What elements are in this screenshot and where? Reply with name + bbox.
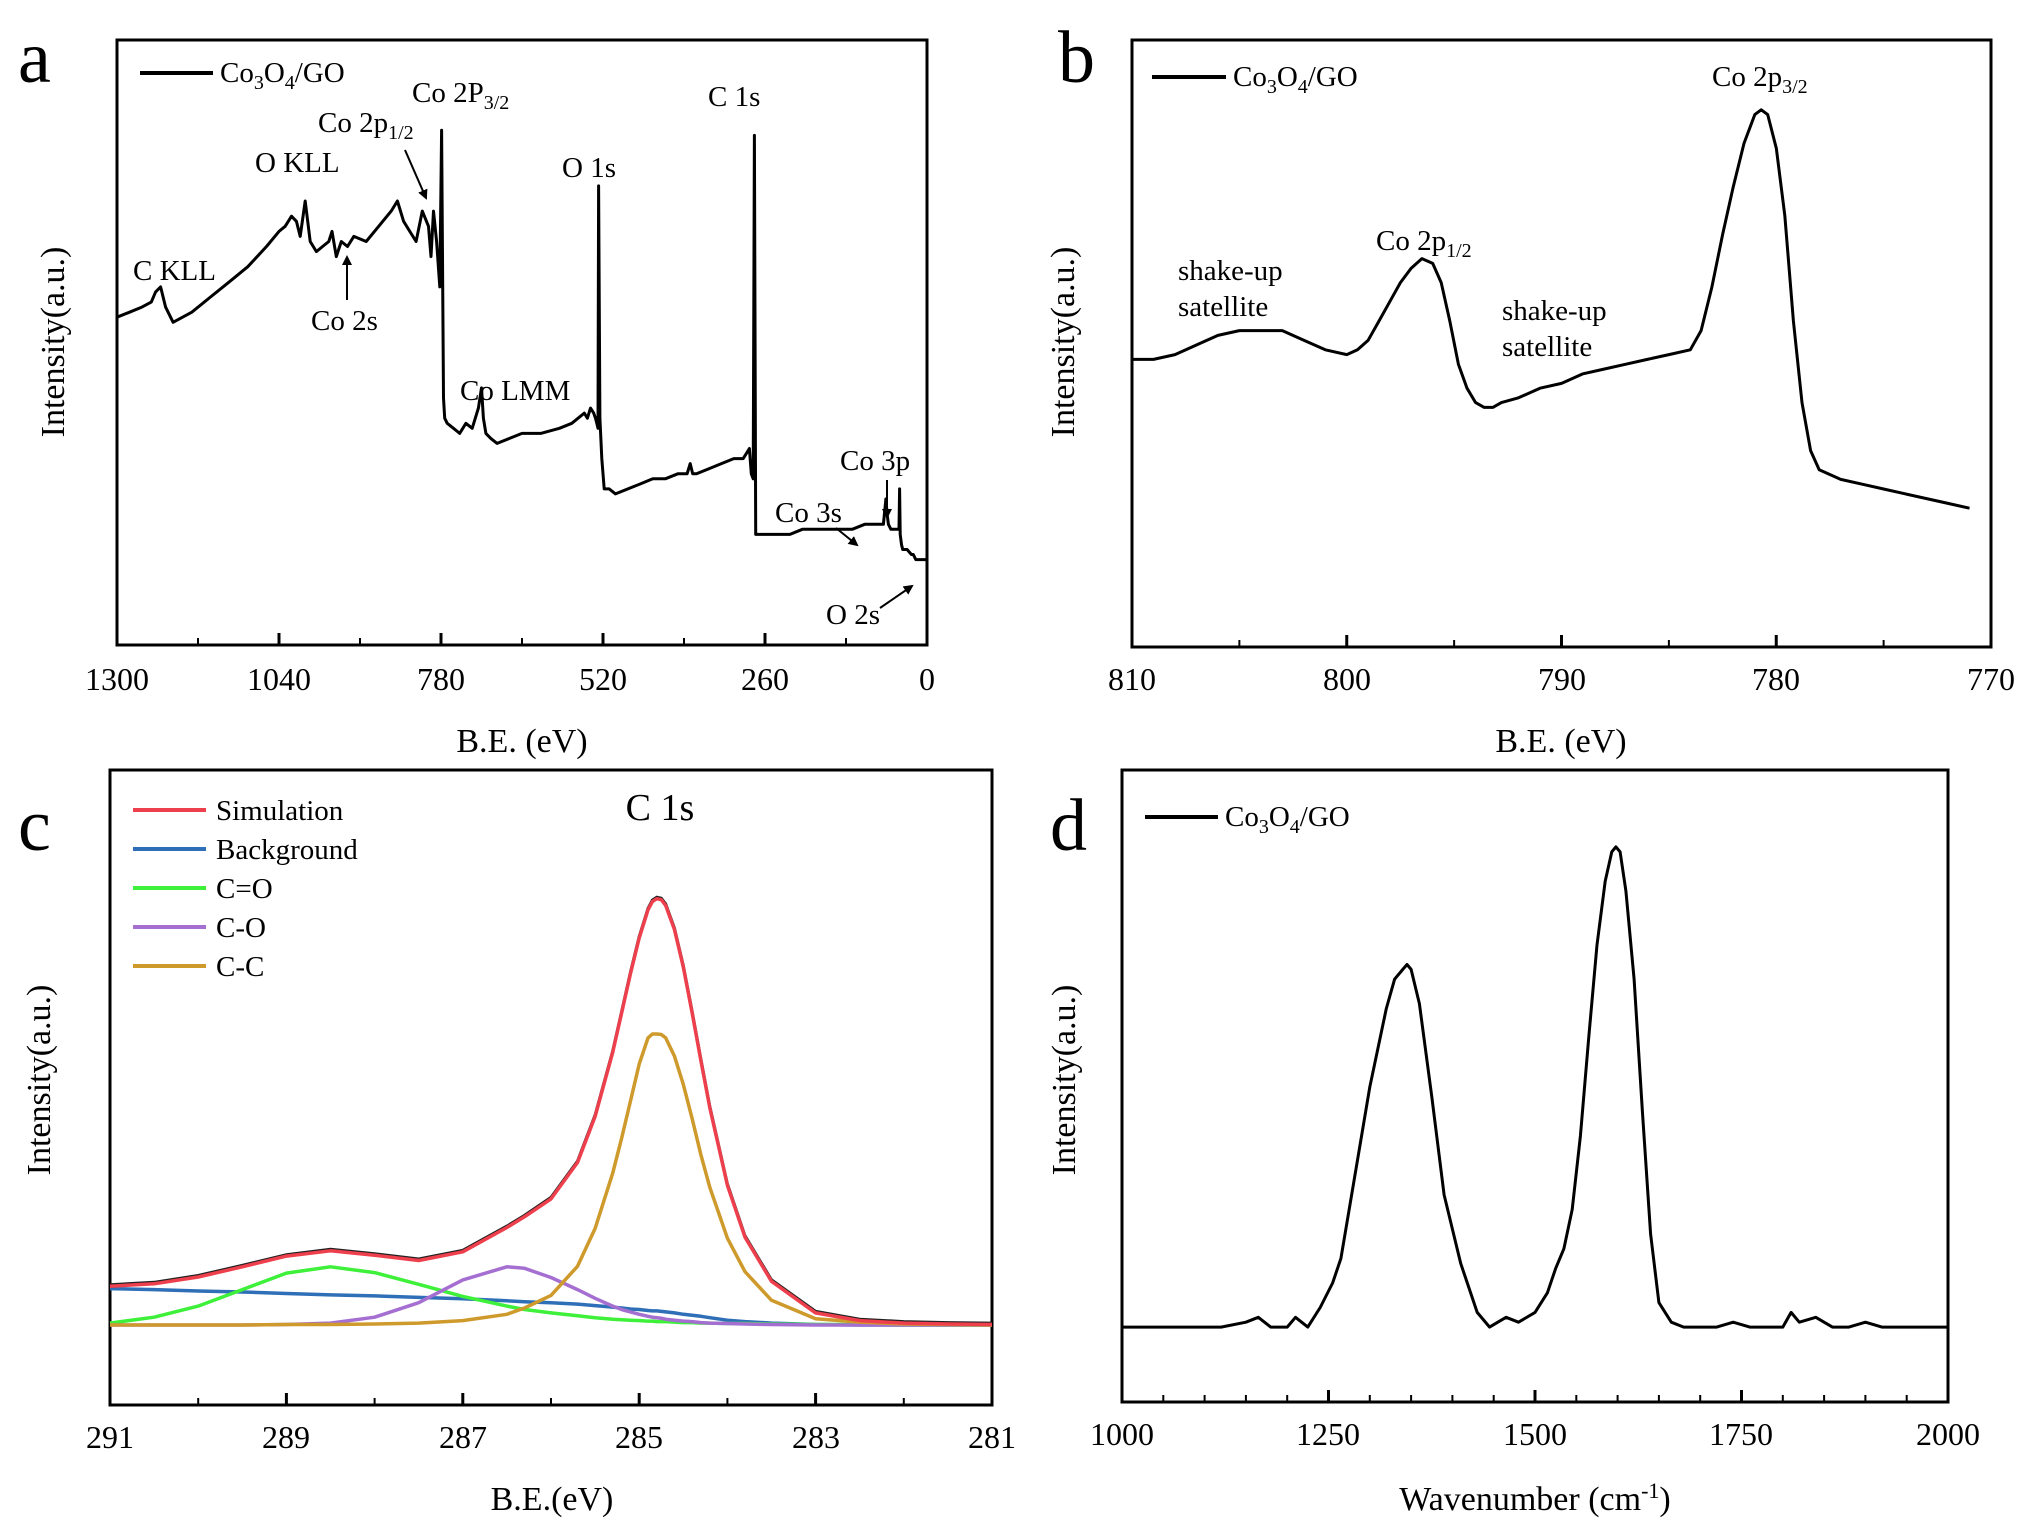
panel-a-x-tick-label: 780 (417, 661, 465, 697)
panel-b-y-axis-title: Intensity(a.u.) (1045, 247, 1082, 438)
panel-c-x-tick-label: 285 (615, 1419, 663, 1455)
annotation-co-lmm: Co LMM (460, 375, 570, 407)
panel-b-series (1132, 108, 1970, 510)
panel-d-series (1122, 845, 1948, 1329)
panel-c-series-c-o (110, 1265, 992, 1327)
panel-b-tick-labels: 810 800 790 780 770 (1108, 661, 2015, 697)
panel-a-annotations: C KLL O KLL Co 2s Co 2p1/2 Co 2P3/2 Co L… (133, 77, 914, 631)
panel-d-x-axis-title: Wavenumber (cm-1) (1399, 1478, 1670, 1518)
panel-d-x-tick-label: 2000 (1916, 1416, 1980, 1452)
annotation-co-3s: Co 3s (775, 497, 842, 529)
panel-a-x-axis-title: B.E. (eV) (456, 723, 587, 760)
annotation-shake-up-satellite-left-2: satellite (1178, 291, 1268, 323)
panel-a-x-tick-label: 0 (919, 661, 935, 697)
panel-a: a 1300 1040 780 520 260 0 B.E. (eV) Inte… (18, 17, 935, 760)
panel-b-x-tick-label: 790 (1538, 661, 1586, 697)
annotation-shake-up-satellite-right-2: satellite (1502, 331, 1592, 363)
panel-d-legend-label: Co3O4/GO (1225, 801, 1350, 838)
annotation-o-kll: O KLL (255, 147, 340, 179)
panel-a-ticks (115, 633, 929, 645)
panel-c-x-tick-label: 283 (792, 1419, 840, 1455)
panel-c-series-simulation (109, 896, 993, 1327)
panel-c-legend-label: C-C (216, 951, 264, 983)
panel-b-letter: b (1058, 17, 1095, 99)
annotation-shake-up-satellite-right: shake-up (1502, 295, 1607, 327)
panel-d-letter: d (1050, 785, 1087, 867)
panel-b-x-tick-label: 780 (1752, 661, 1800, 697)
panel-c-legend-label: C-O (216, 912, 266, 944)
panel-c-letter: c (18, 785, 51, 867)
panel-b-series-co3o4-go (1132, 108, 1970, 510)
panel-b-x-tick-label: 810 (1108, 661, 1156, 697)
panel-d-x-tick-label: 1250 (1296, 1416, 1360, 1452)
panel-c-x-axis-title: B.E.(eV) (491, 1481, 614, 1518)
panel-b-x-tick-label: 770 (1967, 661, 2015, 697)
panel-d-ticks (1120, 1390, 1950, 1402)
panel-c-series-c-c (110, 1032, 993, 1327)
annotation-co-3s-arrow (835, 527, 859, 547)
annotation-co-2p12: Co 2p1/2 (1376, 225, 1472, 262)
annotation-co-2p32: Co 2P3/2 (412, 77, 509, 114)
panel-a-x-tick-label: 260 (741, 661, 789, 697)
panel-a-plot-frame (115, 38, 929, 647)
panel-a-x-tick-label: 520 (579, 661, 627, 697)
panel-a-x-tick-label: 1300 (85, 661, 149, 697)
panel-d-tick-labels: 1000 1250 1500 1750 2000 (1090, 1416, 1980, 1452)
panel-c-title: C 1s (626, 787, 695, 829)
panel-b-ticks (1130, 635, 1993, 647)
panel-c-x-tick-label: 281 (968, 1419, 1016, 1455)
panel-a-tick-labels: 1300 1040 780 520 260 0 (85, 661, 935, 697)
panel-a-series (116, 128, 927, 562)
panel-d-legend: Co3O4/GO (1145, 801, 1350, 838)
panel-c-series (109, 895, 993, 1327)
panel-c-y-axis-title: Intensity(a.u.) (21, 985, 58, 1176)
panel-b-legend: Co3O4/GO (1152, 61, 1358, 98)
annotation-o-2s: O 2s (826, 599, 880, 631)
panel-d-series-co3o4-go (1122, 845, 1948, 1329)
panel-b-annotations: shake-up satellite Co 2p1/2 shake-up sat… (1178, 61, 1808, 363)
panel-d-x-tick-label: 1750 (1709, 1416, 1773, 1452)
annotation-co-2s: Co 2s (311, 305, 378, 337)
panel-d-plot-frame (1120, 768, 1950, 1404)
panel-b-x-axis-title: B.E. (eV) (1495, 723, 1626, 760)
panel-a-legend: Co3O4/GO (140, 57, 345, 94)
annotation-c-kll: C KLL (133, 255, 216, 287)
annotation-co-2p32: Co 2p3/2 (1712, 61, 1808, 98)
panel-c-legend: Simulation Background C=O C-O C-C (133, 795, 358, 983)
panel-a-y-axis-title: Intensity(a.u.) (35, 247, 72, 438)
annotation-o-2s-arrow (879, 584, 914, 609)
panel-b-legend-label: Co3O4/GO (1233, 61, 1358, 98)
panel-d-y-axis-title: Intensity(a.u.) (1046, 985, 1083, 1176)
panel-c-x-tick-label: 291 (86, 1419, 134, 1455)
panel-a-series-co3o4-go (116, 128, 927, 562)
panel-a-legend-label: Co3O4/GO (220, 57, 345, 94)
panel-d-x-tick-label: 1000 (1090, 1416, 1154, 1452)
panel-c-legend-label: Background (216, 834, 358, 866)
annotation-co-3p: Co 3p (840, 445, 910, 477)
annotation-c-1s: C 1s (708, 81, 760, 113)
panel-c-legend-label: C=O (216, 873, 273, 905)
panel-c-x-tick-label: 287 (439, 1419, 487, 1455)
panel-c-x-tick-label: 289 (262, 1419, 310, 1455)
annotation-co-2p12: Co 2p1/2 (318, 107, 414, 144)
annotation-co-2p12-arrow (404, 149, 428, 200)
annotation-o-1s: O 1s (562, 152, 616, 184)
panel-c-legend-label: Simulation (216, 795, 344, 827)
annotation-shake-up-satellite-left: shake-up (1178, 255, 1283, 287)
panel-c-ticks (108, 1393, 994, 1405)
panel-c-tick-labels: 291 289 287 285 283 281 (86, 1419, 1016, 1455)
panel-a-x-tick-label: 1040 (247, 661, 311, 697)
panel-d-x-tick-label: 1500 (1503, 1416, 1567, 1452)
panel-a-letter: a (18, 17, 51, 99)
panel-d: d 1000 1250 1500 1750 2000 Wavenumber (c… (1046, 768, 1980, 1518)
panel-c: c 291 289 287 285 283 281 B.E.(eV) Inten… (18, 768, 1016, 1518)
panel-b: b 810 800 790 780 770 B.E. (eV) Intensit… (1045, 17, 2015, 760)
panel-b-x-tick-label: 800 (1323, 661, 1371, 697)
